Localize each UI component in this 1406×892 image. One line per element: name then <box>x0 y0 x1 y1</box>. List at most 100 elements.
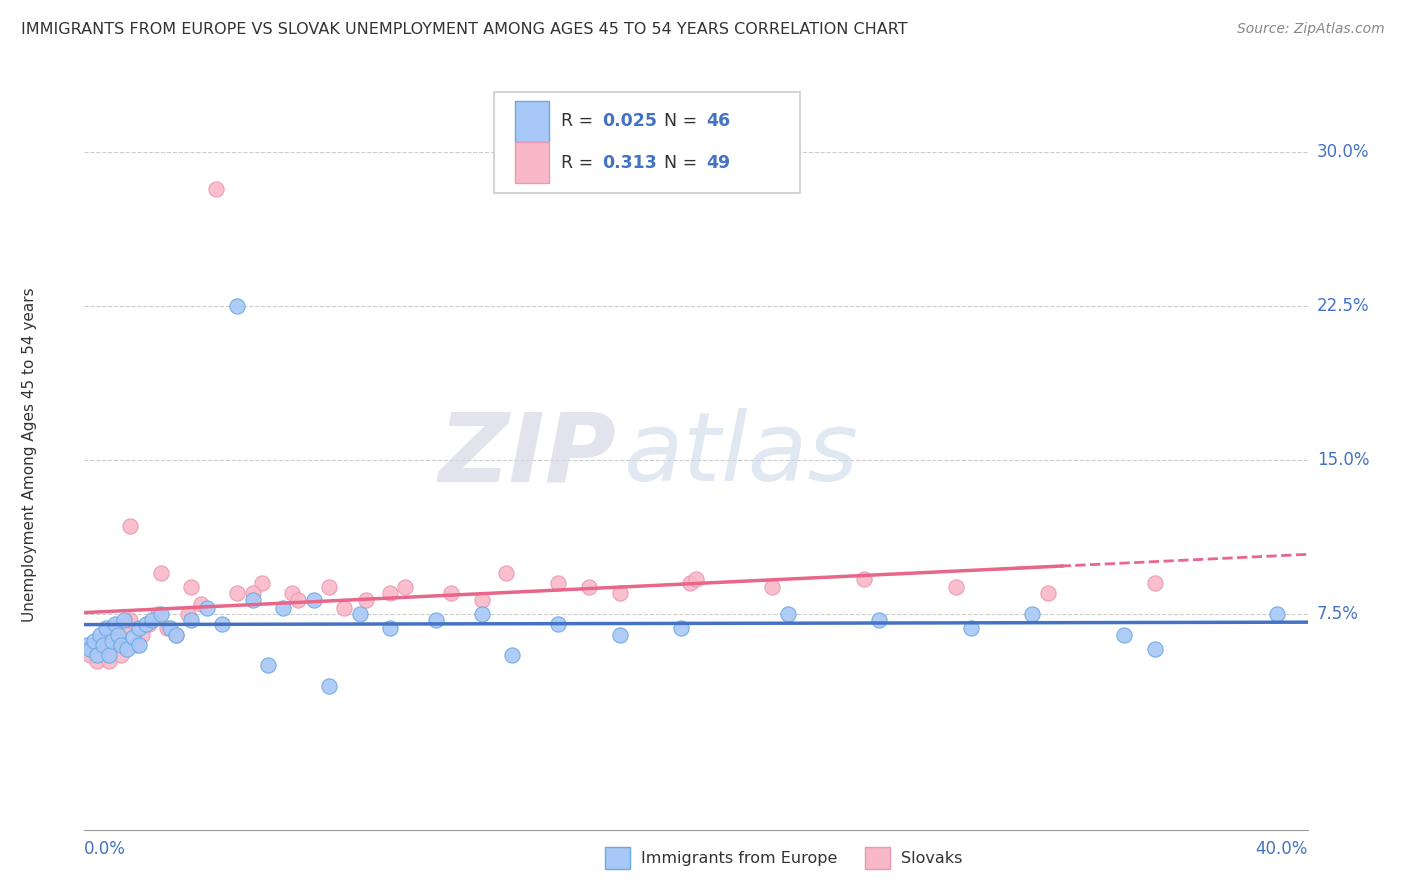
Text: Immigrants from Europe: Immigrants from Europe <box>641 851 838 865</box>
Point <box>89 627 111 641</box>
Point <box>107 627 129 641</box>
Text: 0.313: 0.313 <box>602 153 657 171</box>
Text: N =: N = <box>654 112 703 130</box>
Point <box>271 600 294 615</box>
Point <box>547 617 569 632</box>
Point <box>1143 641 1166 656</box>
Text: R =: R = <box>561 112 599 130</box>
Point <box>281 586 304 600</box>
Point <box>112 613 135 627</box>
Point <box>122 630 145 644</box>
Point <box>869 613 891 627</box>
Point <box>205 182 228 196</box>
Point <box>302 592 325 607</box>
Point <box>471 607 494 621</box>
Point <box>679 576 702 591</box>
Point <box>250 576 273 591</box>
Point <box>180 580 202 594</box>
Point <box>149 566 172 580</box>
Text: 40.0%: 40.0% <box>1256 840 1308 858</box>
Point <box>776 607 799 621</box>
Point <box>380 586 402 600</box>
Point <box>101 638 124 652</box>
Point <box>318 580 340 594</box>
Text: R =: R = <box>561 153 599 171</box>
Point <box>180 613 202 627</box>
Point <box>89 633 111 648</box>
Point <box>138 617 160 632</box>
Point <box>79 648 101 662</box>
Point <box>354 592 377 607</box>
Point <box>495 566 517 580</box>
Point <box>120 518 142 533</box>
Point <box>471 592 494 607</box>
Point <box>149 607 172 621</box>
Point <box>226 299 249 313</box>
Point <box>609 586 631 600</box>
Point <box>195 600 218 615</box>
Point <box>578 580 600 594</box>
Point <box>83 638 105 652</box>
Point <box>547 576 569 591</box>
Point <box>94 621 117 635</box>
FancyBboxPatch shape <box>865 847 890 869</box>
Text: Unemployment Among Ages 45 to 54 years: Unemployment Among Ages 45 to 54 years <box>22 287 37 623</box>
Text: ZIP: ZIP <box>439 409 616 501</box>
Point <box>1265 607 1288 621</box>
Point <box>125 638 148 652</box>
Point <box>287 592 309 607</box>
Point <box>141 613 163 627</box>
Point <box>76 638 98 652</box>
Point <box>242 586 264 600</box>
Point <box>502 648 524 662</box>
Point <box>76 641 98 656</box>
Point <box>1114 627 1136 641</box>
Point <box>131 627 153 641</box>
Point <box>79 641 101 656</box>
Point <box>960 621 983 635</box>
Point <box>110 638 132 652</box>
Point <box>97 654 120 668</box>
Point <box>156 621 179 635</box>
Text: 0.0%: 0.0% <box>84 840 127 858</box>
Point <box>177 607 200 621</box>
Point <box>159 621 181 635</box>
FancyBboxPatch shape <box>605 847 630 869</box>
Point <box>91 641 114 656</box>
Point <box>318 679 340 693</box>
Point <box>609 627 631 641</box>
Text: 49: 49 <box>706 153 730 171</box>
Point <box>107 633 129 648</box>
Text: 15.0%: 15.0% <box>1317 451 1369 469</box>
Text: atlas: atlas <box>623 409 858 501</box>
Point <box>211 617 233 632</box>
Point <box>257 658 280 673</box>
Point <box>380 621 402 635</box>
Point <box>112 621 135 635</box>
Point <box>86 654 108 668</box>
Point <box>1036 586 1059 600</box>
Point <box>104 621 127 635</box>
Text: IMMIGRANTS FROM EUROPE VS SLOVAK UNEMPLOYMENT AMONG AGES 45 TO 54 YEARS CORRELAT: IMMIGRANTS FROM EUROPE VS SLOVAK UNEMPLO… <box>21 22 908 37</box>
Point <box>83 633 105 648</box>
Point <box>115 641 138 656</box>
Point <box>1143 576 1166 591</box>
FancyBboxPatch shape <box>515 142 550 183</box>
Text: 7.5%: 7.5% <box>1317 605 1358 623</box>
Point <box>669 621 692 635</box>
Point <box>146 607 169 621</box>
Point <box>349 607 371 621</box>
Point <box>101 633 124 648</box>
FancyBboxPatch shape <box>515 101 550 142</box>
Point <box>425 613 447 627</box>
Point <box>97 648 120 662</box>
Point <box>190 597 212 611</box>
Point <box>165 627 187 641</box>
Point <box>86 648 108 662</box>
Text: 30.0%: 30.0% <box>1317 143 1369 161</box>
Point <box>128 621 150 635</box>
Point <box>91 638 114 652</box>
Point <box>128 638 150 652</box>
Text: 22.5%: 22.5% <box>1317 297 1369 315</box>
Point <box>165 627 187 641</box>
